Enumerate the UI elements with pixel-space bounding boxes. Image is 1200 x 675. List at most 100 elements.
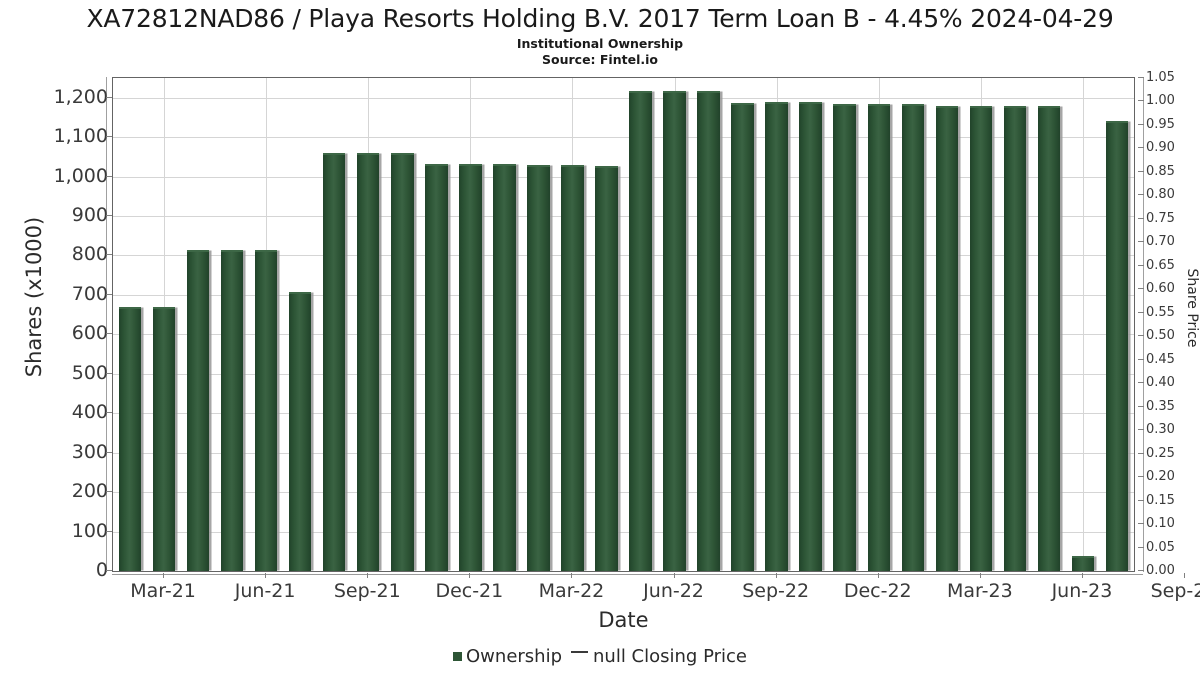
y-axis-right-tick-mark	[1138, 311, 1144, 313]
y-axis-right-tick-label: 0.45	[1146, 351, 1175, 367]
x-axis-tick-label: Mar-22	[538, 580, 605, 602]
x-axis-tick-label: Sep-23	[1150, 580, 1200, 602]
y-axis-right-tick-label: 1.00	[1146, 93, 1175, 109]
y-axis-right-tick-label: 0.95	[1146, 116, 1175, 132]
bar[interactable]	[493, 164, 517, 571]
bar[interactable]	[220, 250, 244, 571]
y-axis-right-tick-label: 0.85	[1146, 163, 1175, 179]
y-axis-left-tick-mark	[106, 136, 112, 138]
y-axis-right-tick-mark	[1138, 335, 1144, 337]
legend-item-ownership[interactable]: Ownership	[453, 646, 562, 667]
y-axis-right-tick-mark	[1138, 546, 1144, 548]
plot-area	[112, 77, 1135, 572]
bar[interactable]	[459, 164, 483, 571]
y-axis-right-tick-label: 1.05	[1146, 70, 1175, 85]
y-axis-right-tick-label: 0.15	[1146, 492, 1175, 508]
bar[interactable]	[833, 104, 857, 571]
bar[interactable]	[867, 103, 891, 571]
bar[interactable]	[935, 105, 959, 571]
bar[interactable]	[425, 164, 448, 571]
x-axis-tick-label: Sep-21	[333, 580, 401, 602]
bar[interactable]	[1105, 121, 1129, 571]
bar[interactable]	[663, 91, 687, 571]
gridline-horizontal	[113, 373, 1134, 375]
bar[interactable]	[254, 250, 278, 571]
bar[interactable]	[1037, 105, 1061, 571]
gridline-horizontal	[113, 216, 1134, 218]
y-axis-left-tick-mark	[106, 254, 112, 256]
bar[interactable]	[322, 152, 346, 571]
gridline-horizontal	[113, 334, 1134, 336]
y-axis-right-tick-mark	[1138, 452, 1144, 454]
x-axis-tick-label: Sep-22	[742, 580, 810, 602]
y-axis-left-tick-label: 700	[71, 282, 108, 305]
bar[interactable]	[152, 306, 176, 571]
x-axis-tick-mark	[163, 573, 165, 578]
y-axis-right-tick-label: 0.90	[1146, 140, 1175, 156]
bar[interactable]	[561, 165, 585, 571]
x-axis-tick-label: Jun-22	[643, 580, 704, 602]
bar[interactable]	[357, 152, 380, 571]
y-axis-right-tick-label: 0.40	[1146, 375, 1175, 391]
x-axis-tick-label: Mar-21	[130, 580, 196, 602]
y-axis-left-tick-mark	[106, 372, 112, 374]
gridline-horizontal	[113, 571, 1134, 572]
bar[interactable]	[118, 306, 142, 571]
y-axis-left-tick-mark	[106, 333, 112, 335]
y-axis-left-tick-label: 600	[71, 322, 108, 345]
x-axis-tick-mark	[673, 573, 675, 578]
y-axis-left-tick-mark	[106, 215, 112, 217]
bar[interactable]	[731, 102, 755, 571]
y-axis-right-tick-mark	[1138, 358, 1144, 360]
y-axis-left-tick-mark	[106, 451, 112, 453]
y-axis-left-tick-mark	[106, 570, 112, 571]
y-axis-right-tick-label: 0.70	[1146, 234, 1175, 250]
y-axis-left-tick-label: 300	[71, 440, 108, 463]
bar[interactable]	[288, 292, 312, 571]
y-axis-left-tick-label: 1,000	[53, 164, 108, 187]
gridline-horizontal	[113, 531, 1134, 533]
bar[interactable]	[1003, 105, 1027, 571]
y-axis-right-tick-mark	[1138, 194, 1144, 196]
bar[interactable]	[765, 102, 789, 571]
y-axis-right-tick-label: 0.20	[1146, 469, 1175, 485]
x-axis-tick-mark	[265, 573, 267, 578]
y-axis-right-tick-mark	[1138, 570, 1144, 571]
gridline-horizontal	[113, 452, 1134, 454]
gridline-horizontal	[113, 492, 1134, 494]
bar[interactable]	[697, 91, 721, 571]
chart-source: Source: Fintel.io	[542, 52, 658, 67]
x-axis-tick-label: Mar-23	[947, 580, 1013, 602]
bar[interactable]	[969, 105, 993, 571]
y-axis-left-tick-label: 900	[71, 204, 108, 227]
bar[interactable]	[629, 90, 653, 571]
y-axis-right-tick-mark	[1138, 264, 1144, 266]
bar[interactable]	[391, 152, 414, 571]
y-axis-left-tick-mark	[106, 412, 112, 414]
y-axis-right-tick-label: 0.60	[1146, 281, 1175, 297]
bar[interactable]	[527, 165, 551, 571]
x-axis-tick-label: Jun-23	[1051, 580, 1113, 602]
y-axis-right-tick-mark	[1138, 217, 1144, 219]
x-axis-tick-mark	[979, 573, 981, 578]
y-axis-left-title: Shares (x1000)	[22, 216, 46, 378]
chart-legend: Ownership null Closing Price	[0, 646, 1200, 667]
x-axis-tick-mark	[877, 573, 879, 578]
bar[interactable]	[799, 102, 823, 571]
bar[interactable]	[1071, 556, 1095, 571]
y-axis-right-tick-label: 0.50	[1146, 328, 1175, 344]
x-axis-tick-mark	[775, 573, 777, 578]
y-axis-right-tick-label: 0.05	[1146, 539, 1175, 555]
legend-item-closing-price[interactable]: null Closing Price	[562, 646, 747, 667]
y-axis-right-tick-label: 0.25	[1146, 445, 1175, 461]
y-axis-left-tick-label: 400	[71, 401, 108, 424]
bar[interactable]	[901, 103, 925, 571]
y-axis-left-tick-label: 1,200	[53, 85, 108, 108]
gridline-horizontal	[113, 413, 1134, 415]
y-axis-right-tick-mark	[1138, 382, 1144, 384]
bar[interactable]	[595, 166, 619, 571]
x-axis-line	[112, 574, 1143, 575]
bar[interactable]	[186, 249, 210, 571]
y-axis-right-tick-mark	[1138, 170, 1144, 172]
